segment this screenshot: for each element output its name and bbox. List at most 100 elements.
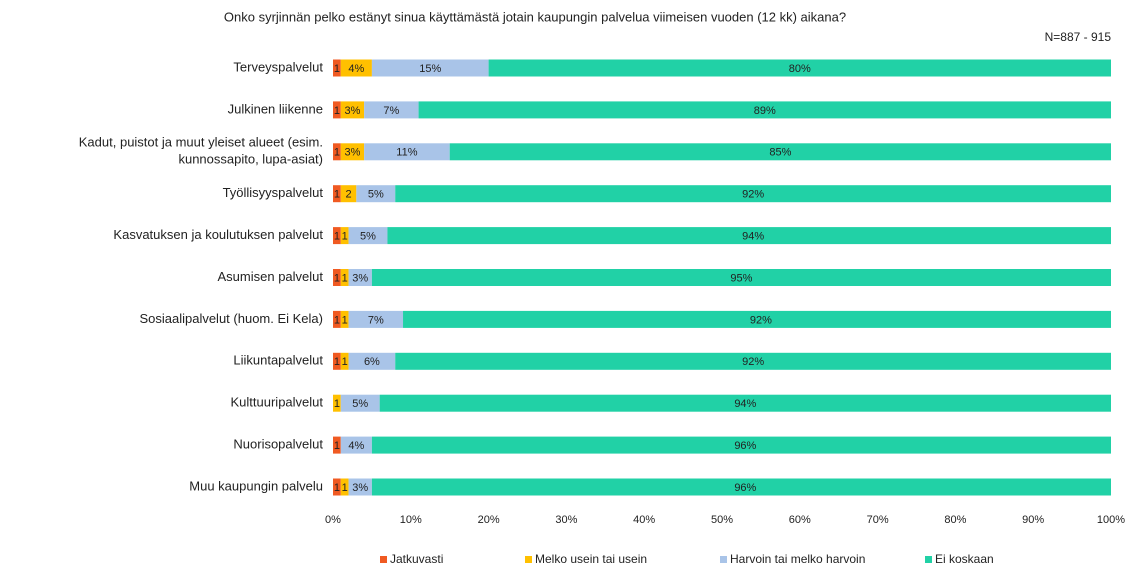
legend-swatch: [380, 556, 387, 563]
bar-segment: [333, 227, 341, 245]
bar-segment: [348, 269, 372, 286]
bar-segment: [371, 59, 489, 77]
value-label: 92%: [750, 314, 772, 326]
bar-segment: [340, 143, 365, 161]
x-tick-label: 60%: [789, 514, 811, 526]
value-label: 3%: [352, 272, 368, 284]
value-label: 1: [342, 356, 348, 368]
value-label: 1: [334, 272, 340, 284]
value-label: 7%: [383, 105, 399, 117]
bar-segment: [340, 394, 380, 412]
bar-segment: [333, 352, 341, 370]
legend-label: Ei koskaan: [935, 552, 994, 566]
value-label: 1: [342, 231, 348, 243]
category-label: Työllisyyspalvelut: [223, 185, 324, 200]
bar-segment: [333, 394, 341, 412]
bar-segment: [371, 478, 1111, 496]
legend-swatch: [525, 556, 532, 563]
value-label: 1: [342, 482, 348, 494]
value-label: 1: [334, 231, 340, 243]
value-label: 3%: [344, 105, 360, 117]
value-label: 6%: [364, 356, 380, 368]
x-tick-label: 20%: [478, 514, 500, 526]
value-label: 1: [342, 272, 348, 284]
value-label: 80%: [789, 63, 811, 75]
bar-segment: [340, 352, 349, 370]
value-label: 92%: [742, 189, 764, 201]
value-label: 3%: [344, 147, 360, 159]
bar-segment: [340, 269, 349, 286]
x-tick-label: 40%: [633, 514, 655, 526]
bar-segment: [333, 478, 341, 496]
chart-title: Onko syrjinnän pelko estänyt sinua käytt…: [224, 9, 846, 24]
value-label: 4%: [348, 440, 364, 452]
bar-segment: [348, 352, 396, 370]
bar-segment: [488, 59, 1111, 77]
bar-segment: [333, 143, 341, 161]
bar-segment: [395, 185, 1111, 203]
value-label: 7%: [368, 314, 384, 326]
legend-label: Jatkuvasti: [390, 552, 443, 566]
bar-segment: [348, 478, 372, 496]
value-label: 3%: [352, 482, 368, 494]
bar-segment: [333, 185, 341, 203]
x-tick-label: 30%: [555, 514, 577, 526]
category-label: Asumisen palvelut: [218, 269, 324, 284]
bar-segment: [371, 269, 1111, 286]
value-label: 5%: [368, 189, 384, 201]
value-label: 92%: [742, 356, 764, 368]
value-label: 95%: [730, 272, 752, 284]
bar-segment: [348, 310, 404, 328]
legend-swatch: [720, 556, 727, 563]
bar-segment: [340, 185, 357, 203]
value-label: 1: [334, 356, 340, 368]
bar-segment: [340, 59, 372, 77]
value-label: 96%: [734, 482, 756, 494]
bar-segment: [333, 269, 341, 286]
bar-segment: [340, 478, 349, 496]
x-tick-label: 70%: [867, 514, 889, 526]
bar-segment: [387, 227, 1111, 245]
category-label: Terveyspalvelut: [233, 59, 323, 74]
value-label: 1: [342, 314, 348, 326]
value-label: 94%: [734, 398, 756, 410]
x-tick-label: 0%: [325, 514, 341, 526]
value-label: 1: [334, 147, 340, 159]
legend-label: Harvoin tai melko harvoin: [730, 552, 865, 566]
category-label: Sosiaalipalvelut (huom. Ei Kela): [139, 311, 323, 326]
bar-segment: [418, 101, 1111, 119]
bar-segment: [403, 310, 1111, 328]
bar-segment: [333, 59, 341, 77]
value-label: 4%: [348, 63, 364, 75]
bar-segment: [340, 436, 372, 454]
category-label: Kasvatuksen ja koulutuksen palvelut: [113, 227, 323, 242]
category-label: Nuorisopalvelut: [233, 437, 323, 452]
value-label: 5%: [360, 231, 376, 243]
bar-segment: [395, 352, 1111, 370]
bar-segment: [333, 310, 341, 328]
value-label: 5%: [352, 398, 368, 410]
sample-size: N=887 - 915: [1045, 30, 1112, 44]
category-label: Kulttuuripalvelut: [231, 395, 324, 410]
category-label: Kadut, puistot ja muut yleiset alueet (e…: [79, 135, 323, 167]
x-tick-label: 50%: [711, 514, 733, 526]
bar-segment: [340, 310, 349, 328]
bar-segment: [371, 436, 1111, 454]
bar-segment: [340, 227, 349, 245]
category-label: Liikuntapalvelut: [233, 353, 323, 368]
bar-segment: [356, 185, 396, 203]
x-tick-label: 90%: [1022, 514, 1044, 526]
value-label: 2: [345, 189, 351, 201]
value-label: 1: [334, 314, 340, 326]
value-label: 1: [334, 105, 340, 117]
value-label: 85%: [769, 147, 791, 159]
value-label: 1: [334, 189, 340, 201]
value-label: 1: [334, 63, 340, 75]
x-tick-label: 80%: [944, 514, 966, 526]
bar-segment: [340, 101, 365, 119]
bars: 1 4% 15% 80%1 3% 7% 89%1 3% 11% 85%1 2 5% 92%1 1 5% 94%…: [333, 59, 1111, 496]
x-tick-label: 10%: [400, 514, 422, 526]
bar-segment: [333, 101, 341, 119]
value-label: 96%: [734, 440, 756, 452]
